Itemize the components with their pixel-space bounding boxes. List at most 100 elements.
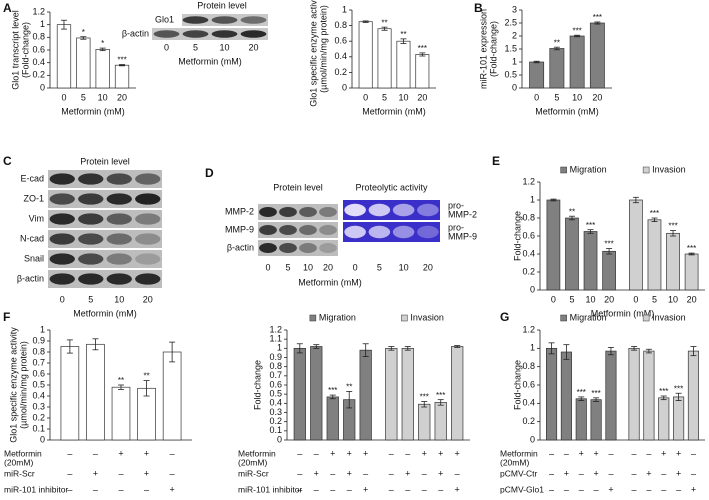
treatment-sign: – (691, 468, 696, 478)
significance: * (101, 39, 104, 48)
blot-row (48, 270, 162, 288)
bar (310, 346, 323, 441)
blot-band (211, 30, 238, 38)
blot-band (344, 203, 366, 217)
y-axis-label: Fold-change (512, 211, 522, 261)
y-tick-label: 1 (530, 343, 535, 353)
treatment-sign: + (438, 448, 443, 458)
lane-label: 5 (193, 42, 198, 52)
y-tick-label: 1 (277, 343, 282, 353)
y-tick-label: 0.1 (32, 423, 45, 433)
significance: *** (650, 209, 659, 218)
bar (605, 350, 617, 441)
treatment-sign: – (564, 448, 569, 458)
y-tick-label: 2 (512, 30, 517, 40)
treatment-label: pCMV-Glo1 (500, 484, 544, 494)
blot-band (49, 213, 75, 225)
lane-label: 20 (143, 294, 153, 304)
treatment-sign: – (646, 448, 651, 458)
bar (673, 396, 685, 441)
lane-label: 0 (265, 262, 270, 272)
bar (575, 398, 587, 441)
blot-row-label: MMP-9 (225, 224, 254, 234)
x-tick-label: 5 (569, 294, 574, 304)
treatment-sign: + (593, 448, 598, 458)
panel-label: A (3, 1, 12, 15)
blot-band (49, 253, 75, 265)
blot-band (299, 225, 317, 235)
lane-label: 20 (323, 262, 333, 272)
y-tick-label: 0.8 (522, 361, 535, 371)
bar (658, 397, 670, 441)
y-tick-label: 1.2 (269, 324, 282, 334)
y-tick-label: 0.9 (32, 335, 45, 345)
treatment-sign: – (564, 484, 569, 494)
treatment-sign: + (422, 448, 427, 458)
blot-band (78, 273, 104, 285)
blot-band (279, 243, 297, 253)
bar (401, 347, 414, 441)
y-tick-label: 0.6 (32, 44, 45, 54)
bar (647, 219, 662, 291)
legend-label: Invasion (652, 312, 686, 322)
x-tick-label: 10 (668, 294, 678, 304)
blot-band (49, 273, 75, 285)
significance: *** (572, 26, 581, 35)
lane-label: 0 (353, 262, 358, 272)
blot-band (135, 253, 161, 265)
blot-right-label: pro- (448, 200, 464, 210)
blot-row-label: Vim (29, 213, 44, 223)
treatment-sign: + (593, 468, 598, 478)
y-tick-label: 0.5 (504, 69, 517, 79)
treatment-sign: – (579, 484, 584, 494)
y-tick-label: 1 (40, 324, 45, 334)
treatment-sign: – (67, 468, 72, 478)
y-tick-label: 0.6 (32, 368, 45, 378)
significance: ** (569, 207, 575, 216)
blot-band (319, 207, 337, 217)
treatment-sign: – (330, 468, 335, 478)
blot-band (240, 16, 267, 24)
blot-band (106, 233, 132, 245)
blot-band (259, 243, 277, 253)
y-tick-label: 0.4 (522, 398, 535, 408)
bar (385, 347, 398, 441)
lane-label: 20 (248, 42, 258, 52)
bar (111, 386, 131, 441)
blot-band (259, 207, 277, 217)
bar (590, 399, 602, 441)
treatment-sign: – (422, 484, 427, 494)
lane-label: 5 (285, 262, 290, 272)
bar (76, 37, 91, 89)
y-tick-label: 1.1 (269, 334, 282, 344)
treatment-sign: + (363, 448, 368, 458)
treatment-sign: – (549, 484, 554, 494)
blot-band (135, 273, 161, 285)
blot-row (48, 230, 162, 248)
treatment-sign: + (676, 448, 681, 458)
bar (359, 349, 372, 441)
treatment-sign: – (389, 448, 394, 458)
treatment-sign: + (347, 448, 352, 458)
bar (687, 350, 699, 441)
x-tick-label: 5 (81, 92, 86, 102)
treatment-sign: – (67, 484, 72, 494)
treatment-sign: – (314, 484, 319, 494)
y-tick-label: 0 (530, 434, 535, 444)
bar (546, 199, 561, 291)
treatment-sign: – (608, 448, 613, 458)
y-tick-label: 0.8 (32, 346, 45, 356)
y-tick-label: 0.8 (32, 32, 45, 42)
bar (293, 347, 306, 441)
treatment-sign: + (169, 484, 174, 494)
treatment-sign: – (438, 484, 443, 494)
treatment-sign: + (579, 448, 584, 458)
legend-swatch (642, 166, 650, 174)
y-tick-label: 0.2 (334, 67, 347, 77)
treatment-label: (20mM) (500, 457, 529, 467)
blot-band (135, 173, 161, 185)
treatment-sign: – (297, 468, 302, 478)
x-tick-label: 10 (586, 294, 596, 304)
y-axis-label: (Fold-change) (20, 22, 30, 78)
blot-right-label: pro- (448, 222, 464, 232)
